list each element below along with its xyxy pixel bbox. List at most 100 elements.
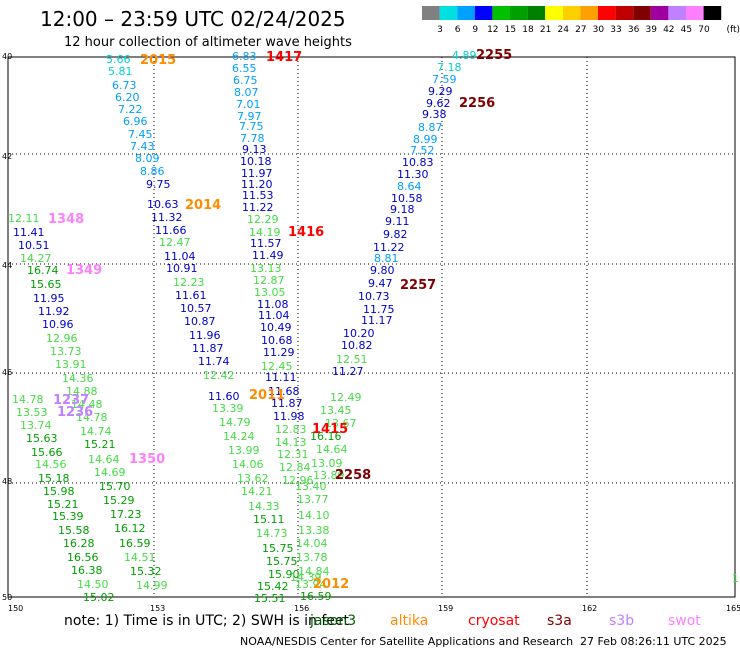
wave-height-value: 7.45 xyxy=(128,128,153,141)
wave-height-value: 12.96 xyxy=(282,474,314,487)
wave-height-value: 17.23 xyxy=(110,508,142,521)
wave-height-value: 13.91 xyxy=(55,358,87,371)
map-frame xyxy=(7,56,736,598)
scale-label: 70 xyxy=(698,25,710,35)
wave-height-value: 9.80 xyxy=(370,264,395,277)
wave-height-value: 9.13 xyxy=(242,143,267,156)
wave-height-value: 14.33 xyxy=(248,500,280,513)
scale-swatch xyxy=(422,6,440,20)
wave-height-value: 13.67 xyxy=(325,417,357,430)
track-time-label: 1415 xyxy=(312,422,348,437)
wave-height-value: 14.74 xyxy=(80,425,112,438)
lat-tick-label: 46 xyxy=(2,368,12,377)
track-time-label: 1416 xyxy=(288,225,324,240)
scale-label: 36 xyxy=(628,25,640,35)
scale-label: 45 xyxy=(681,25,692,35)
wave-height-value: 8.86 xyxy=(140,165,165,178)
wave-height-value: 13.74 xyxy=(20,419,52,432)
wave-height-value: 9.11 xyxy=(385,215,410,228)
satellite-legend-item: jason3 xyxy=(309,613,356,629)
track-2011: 11.6013.3914.7914.2413.9914.0613.6214.21… xyxy=(208,388,300,605)
wave-height-value: 16.28 xyxy=(63,537,95,550)
wave-height-value: 14.56 xyxy=(35,458,67,471)
scale-label: 33 xyxy=(610,25,621,35)
wave-height-value: 9.29 xyxy=(428,85,453,98)
wave-height-value: 11.22 xyxy=(242,201,274,214)
track-time-label: 2011 xyxy=(249,388,285,403)
track-time-label: 1349 xyxy=(66,263,102,278)
wave-height-value: 15.75 xyxy=(266,555,298,568)
scale-swatch xyxy=(510,6,528,20)
wave-height-value: 13.62 xyxy=(237,472,269,485)
wave-height-value: 13.73 xyxy=(50,345,82,358)
credit-text: NOAA/NESDIS Center for Satellite Applica… xyxy=(240,635,573,648)
wave-height-value: 11.97 xyxy=(241,167,273,180)
wave-height-value: 13.45 xyxy=(320,404,352,417)
lon-tick-label: 162 xyxy=(582,604,597,613)
track-time-label: 2015 xyxy=(140,53,176,68)
wave-height-value: 16.74 xyxy=(27,264,59,277)
wave-height-value: 13.09 xyxy=(311,457,343,470)
wave-height-value: 11.98 xyxy=(273,410,305,423)
wave-height-value: 14.78 xyxy=(76,411,108,424)
wave-height-value: 7.22 xyxy=(118,103,143,116)
wave-height-value: 14.73 xyxy=(256,527,288,540)
wave-height-value: 10.51 xyxy=(18,239,50,252)
wave-height-value: 12.51 xyxy=(336,353,368,366)
wave-height-value: 10.83 xyxy=(402,156,434,169)
wave-height-value: 13.78 xyxy=(296,551,328,564)
wave-height-value: 15.11 xyxy=(253,513,285,526)
map-title: 12:00 – 23:59 UTC 02/24/2025 xyxy=(40,7,346,31)
track-time-label: 1237 xyxy=(53,393,89,408)
wave-height-value: 10.57 xyxy=(180,302,212,315)
track-2257: 2257 xyxy=(400,278,436,293)
lat-tick-label: 48 xyxy=(2,477,12,486)
wave-height-value: 6.75 xyxy=(233,74,258,87)
wave-height-value: 10.63 xyxy=(147,198,179,211)
satellite-legend-item: s3b xyxy=(609,613,634,629)
track-time-label: 2257 xyxy=(400,278,436,293)
footnote: note: 1) Time is in UTC; 2) SWH is in fe… xyxy=(64,613,350,629)
wave-height-value: 12.23 xyxy=(173,276,205,289)
wave-height-value: 14.79 xyxy=(219,416,251,429)
wave-height-value: 6.55 xyxy=(232,62,257,75)
wave-height-value: 14.13 xyxy=(275,436,307,449)
wave-height-value: 15.29 xyxy=(103,494,135,507)
lat-tick-label: 42 xyxy=(2,152,12,161)
wave-height-value: 11.04 xyxy=(258,309,290,322)
wave-height-value: 12.96 xyxy=(46,332,78,345)
wave-height-value: 7.43 xyxy=(130,140,155,153)
wave-height-value: 11.41 xyxy=(13,226,45,239)
wave-height-value: 11.96 xyxy=(189,329,221,342)
wave-height-value: 11.22 xyxy=(373,241,405,254)
wave-height-value: 15.65 xyxy=(30,278,62,291)
wave-height-value: 13.99 xyxy=(228,444,260,457)
wave-height-value: 13.05 xyxy=(254,286,286,299)
wave-height-value: 15.58 xyxy=(58,524,90,537)
scale-swatch xyxy=(615,6,634,20)
map-subtitle: 12 hour collection of altimeter wave hei… xyxy=(64,35,352,50)
wave-height-value: 8.07 xyxy=(234,86,259,99)
wave-height-value: 7.18 xyxy=(437,61,462,74)
wave-height-value: 11.30 xyxy=(397,168,429,181)
wave-height-value: 4.89 xyxy=(452,49,477,62)
wave-height-value: 13.13 xyxy=(250,262,282,275)
edge-value: 1 xyxy=(732,572,739,585)
wave-height-value: 10.18 xyxy=(240,155,272,168)
wave-height-value: 14.21 xyxy=(241,485,273,498)
wave-height-value: 16.59 xyxy=(300,590,332,603)
wave-height-value: 14.19 xyxy=(249,226,281,239)
satellite-legend-item: altika xyxy=(390,613,428,629)
track-time-label: 2014 xyxy=(185,198,221,213)
lon-tick-label: 159 xyxy=(438,604,453,613)
track-time-label: 1417 xyxy=(266,50,302,65)
track-time-label: 2258 xyxy=(335,468,371,483)
track-1417: 6.836.556.758.077.017.977.757.789.1310.1… xyxy=(232,50,305,423)
wave-height-value: 14.88 xyxy=(66,385,98,398)
wave-height-value: 11.74 xyxy=(198,355,230,368)
wave-height-value: 9.47 xyxy=(368,277,393,290)
wave-height-value: 8.09 xyxy=(135,152,160,165)
wave-height-value: 14.78 xyxy=(12,393,44,406)
